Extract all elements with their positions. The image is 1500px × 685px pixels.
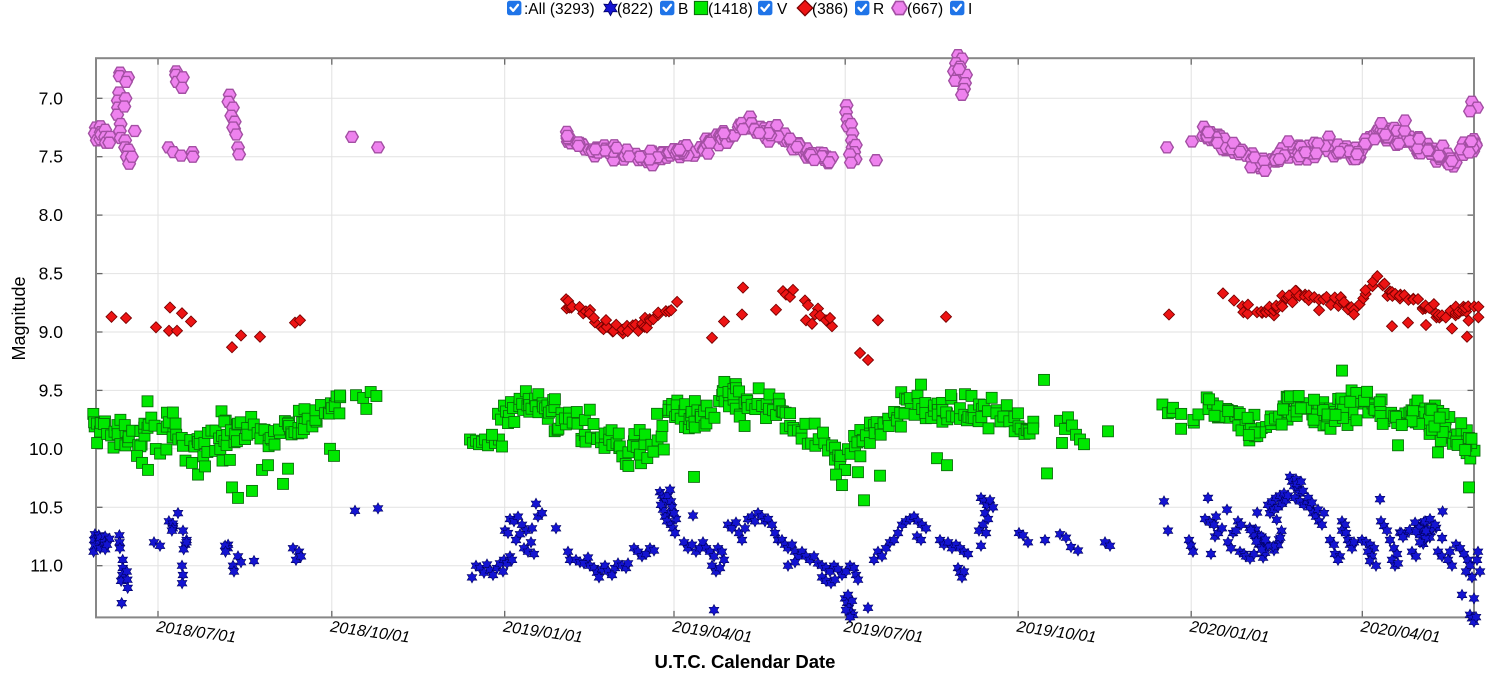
svg-text:(386): (386) <box>812 1 848 18</box>
svg-text:R: R <box>873 1 884 18</box>
svg-text::All (3293): :All (3293) <box>524 1 595 18</box>
svg-text:8.5: 8.5 <box>39 264 63 284</box>
svg-text:(822): (822) <box>617 1 653 18</box>
svg-text:B: B <box>678 1 688 18</box>
svg-text:9.0: 9.0 <box>39 322 64 342</box>
svg-text:U.T.C. Calendar Date: U.T.C. Calendar Date <box>655 651 836 672</box>
svg-text:10.5: 10.5 <box>29 497 63 517</box>
svg-text:8.0: 8.0 <box>39 205 64 225</box>
svg-text:(667): (667) <box>907 1 943 18</box>
svg-text:V: V <box>777 1 788 18</box>
svg-text:(1418): (1418) <box>708 1 753 18</box>
svg-text:Magnitude: Magnitude <box>9 276 29 360</box>
svg-text:10.0: 10.0 <box>29 439 63 459</box>
svg-text:I: I <box>968 1 972 18</box>
svg-text:11.0: 11.0 <box>30 556 63 576</box>
svg-text:7.5: 7.5 <box>39 147 63 167</box>
svg-text:9.5: 9.5 <box>39 380 63 400</box>
svg-text:7.0: 7.0 <box>39 88 64 108</box>
